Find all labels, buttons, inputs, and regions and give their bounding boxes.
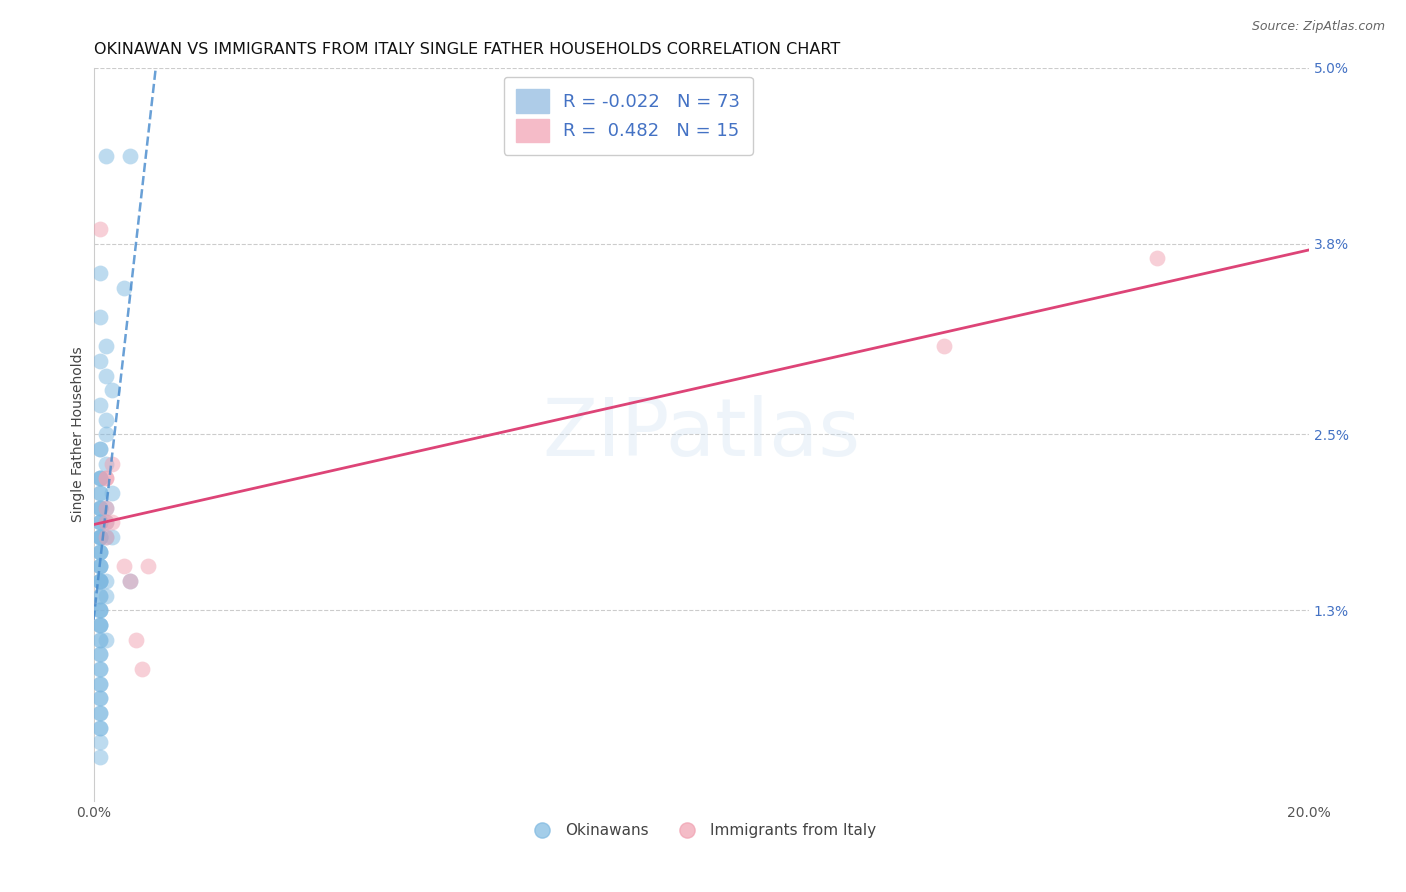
Point [94, 471, 117, 485]
Point [94, 339, 117, 353]
Point [89, 310, 111, 324]
Point [89, 691, 111, 706]
Point [89, 706, 111, 720]
Text: OKINAWAN VS IMMIGRANTS FROM ITALY SINGLE FATHER HOUSEHOLDS CORRELATION CHART: OKINAWAN VS IMMIGRANTS FROM ITALY SINGLE… [94, 42, 839, 57]
Point [89, 603, 111, 617]
Point [89, 530, 111, 544]
Point [89, 618, 111, 632]
Point [101, 486, 124, 500]
Point [89, 500, 111, 515]
Point [89, 589, 111, 603]
Point [89, 354, 111, 368]
Point [89, 676, 111, 690]
Point [89, 515, 111, 529]
Point [89, 647, 111, 661]
Point [89, 632, 111, 647]
Point [89, 559, 111, 574]
Point [89, 471, 111, 485]
Point [131, 662, 153, 676]
Point [89, 589, 111, 603]
Point [89, 559, 111, 574]
Point [89, 515, 111, 529]
Point [118, 148, 141, 162]
Point [89, 691, 111, 706]
Point [89, 721, 111, 735]
Point [89, 559, 111, 574]
Point [89, 574, 111, 588]
Point [94, 589, 117, 603]
Point [89, 735, 111, 749]
Point [89, 662, 111, 676]
Point [89, 500, 111, 515]
Point [94, 515, 117, 529]
Text: ZIPatlas: ZIPatlas [543, 395, 860, 474]
Point [94, 500, 117, 515]
Point [94, 530, 117, 544]
Point [89, 500, 111, 515]
Point [89, 544, 111, 558]
Point [89, 266, 111, 280]
Point [94, 574, 117, 588]
Point [94, 457, 117, 471]
Point [89, 618, 111, 632]
Point [94, 500, 117, 515]
Point [101, 384, 124, 398]
Point [94, 412, 117, 426]
Point [94, 368, 117, 383]
Y-axis label: Single Father Households: Single Father Households [72, 346, 86, 522]
Point [118, 574, 141, 588]
Point [89, 486, 111, 500]
Point [89, 530, 111, 544]
Point [89, 515, 111, 529]
Text: Source: ZipAtlas.com: Source: ZipAtlas.com [1251, 20, 1385, 33]
Point [89, 442, 111, 456]
Point [89, 486, 111, 500]
Point [89, 471, 111, 485]
Point [89, 544, 111, 558]
Point [89, 603, 111, 617]
Point [89, 574, 111, 588]
Point [89, 442, 111, 456]
Point [89, 706, 111, 720]
Point [94, 427, 117, 442]
Point [112, 559, 135, 574]
Point [89, 721, 111, 735]
Point [94, 530, 117, 544]
Point [112, 280, 135, 294]
Point [94, 515, 117, 529]
Point [101, 515, 124, 529]
Point [89, 574, 111, 588]
Point [89, 618, 111, 632]
Point [89, 632, 111, 647]
Point [89, 530, 111, 544]
Point [89, 750, 111, 764]
Point [89, 222, 111, 236]
Point [89, 647, 111, 661]
Point [94, 148, 117, 162]
Point [934, 339, 956, 353]
Point [89, 530, 111, 544]
Point [118, 574, 141, 588]
Legend: Okinawans, Immigrants from Italy: Okinawans, Immigrants from Italy [520, 817, 882, 845]
Point [89, 544, 111, 558]
Point [136, 559, 159, 574]
Point [89, 398, 111, 412]
Point [101, 457, 124, 471]
Point [89, 662, 111, 676]
Point [94, 632, 117, 647]
Point [1146, 252, 1168, 266]
Point [101, 530, 124, 544]
Point [94, 471, 117, 485]
Point [125, 632, 148, 647]
Point [89, 471, 111, 485]
Point [89, 676, 111, 690]
Point [89, 603, 111, 617]
Point [89, 574, 111, 588]
